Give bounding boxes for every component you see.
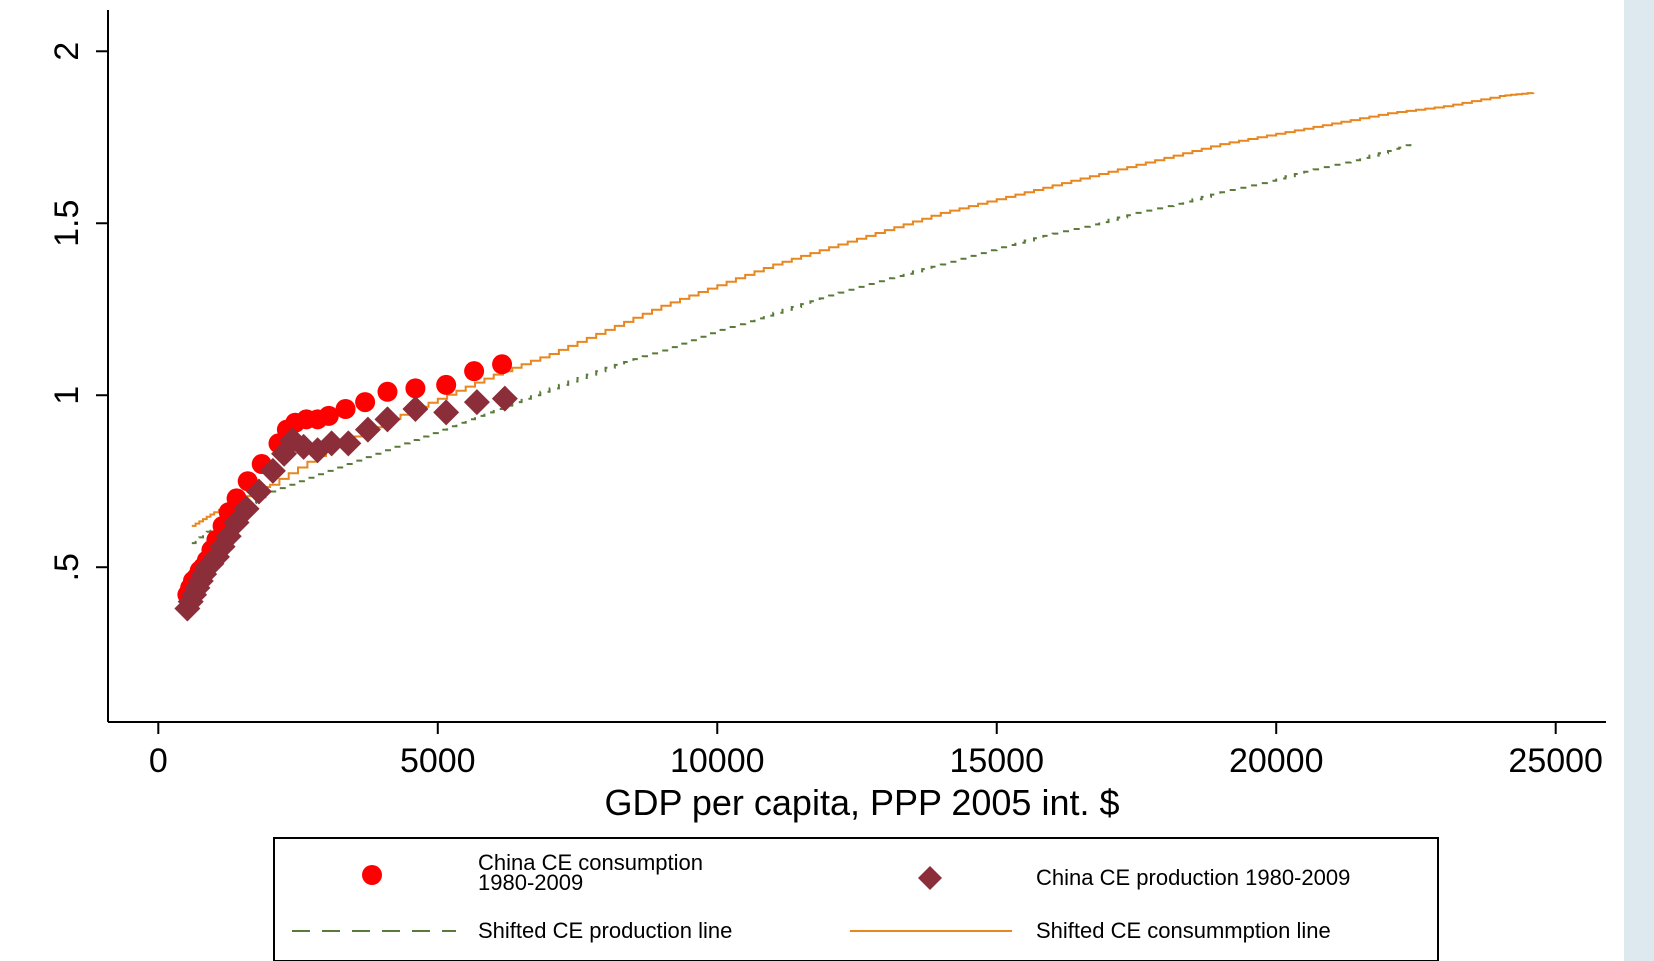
legend-circle-icon (362, 865, 382, 885)
consumption-point (492, 354, 513, 375)
production-point (233, 495, 260, 522)
x-tick-label: 15000 (949, 742, 1044, 780)
axes: 0 5000 10000 15000 20000 25000 .5 1 1.5 2 (48, 10, 1606, 780)
production-point (463, 389, 490, 416)
y-tick-label: 2 (48, 42, 86, 61)
y-tick-label: .5 (48, 553, 86, 581)
x-tick-label: 25000 (1508, 742, 1603, 780)
production-line (191, 144, 1412, 545)
legend-label-line: 1980-2009 (478, 870, 583, 895)
consumption-point (377, 381, 398, 402)
x-tick-label: 20000 (1229, 742, 1324, 780)
x-tick-label: 10000 (670, 742, 765, 780)
plot-background (108, 10, 1606, 722)
plot-area (108, 10, 1606, 722)
legend-label-cons-line: Shifted CE consummption line (1036, 918, 1331, 943)
legend-label-prod-line: Shifted CE production line (478, 918, 732, 943)
x-axis-label: GDP per capita, PPP 2005 int. $ (605, 782, 1120, 823)
right-border-strip (1624, 0, 1654, 961)
y-tick-label: 1.5 (48, 200, 86, 247)
x-tick-label: 5000 (400, 742, 476, 780)
consumption-point (405, 378, 426, 399)
production-point (335, 430, 362, 457)
consumption-point (335, 398, 356, 419)
legend-box (273, 837, 1439, 961)
production-point (374, 406, 401, 433)
legend: China CE consumption 1980-2009 China CE pr… (273, 837, 1439, 961)
production-point (259, 457, 286, 484)
legend-label-line: China CE consumption (478, 850, 703, 875)
production-point (354, 416, 381, 443)
legend-diamond-icon (918, 866, 942, 890)
production-point (433, 399, 460, 426)
legend-label-consumption: China CE consumption 1980-2009 (478, 850, 703, 895)
consumption-point (355, 392, 376, 413)
x-tick-label: 0 (149, 742, 168, 780)
production-point (491, 385, 518, 412)
consumption-point (318, 405, 339, 426)
legend-label-production: China CE production 1980-2009 (1036, 865, 1350, 890)
production-point (318, 430, 345, 457)
production-point (402, 395, 429, 422)
production-point (245, 478, 272, 505)
consumption-point (464, 361, 485, 382)
y-tick-label: 1 (48, 386, 86, 405)
consumption-point (436, 374, 457, 395)
